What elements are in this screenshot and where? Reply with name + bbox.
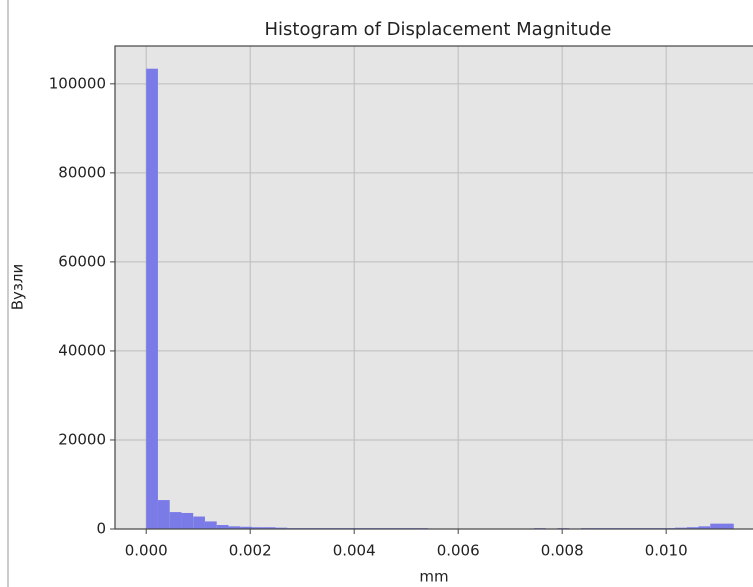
x-tick-label: 0.008 — [541, 542, 584, 560]
bar — [251, 527, 264, 529]
bar — [216, 524, 229, 529]
bar — [698, 526, 711, 529]
y-tick-label: 80000 — [58, 163, 106, 181]
bar — [146, 68, 158, 530]
y-axis-label: Вузли — [9, 264, 27, 310]
y-tick-label: 0 — [96, 520, 106, 538]
bar — [710, 523, 723, 529]
x-tick-label: 0.010 — [645, 542, 688, 560]
bar — [240, 526, 252, 529]
x-tick-label: 0.002 — [229, 542, 272, 560]
bar — [263, 527, 276, 529]
bar — [686, 527, 699, 529]
bar — [193, 516, 205, 529]
plot-frame — [114, 45, 753, 530]
bar — [181, 512, 194, 529]
plot-area — [115, 46, 753, 529]
bar — [157, 500, 170, 529]
y-tick-label: 60000 — [58, 252, 106, 270]
x-tick-label: 0.000 — [125, 542, 168, 560]
bar — [228, 526, 241, 529]
bar — [169, 512, 182, 529]
x-tick-label: 0.006 — [437, 542, 480, 560]
bar — [675, 527, 687, 529]
y-tick-label: 100000 — [49, 74, 106, 92]
y-tick-label: 20000 — [58, 430, 106, 448]
bar — [204, 521, 217, 529]
x-axis-label: mm — [419, 568, 448, 586]
chart-title: Histogram of Displacement Magnitude — [265, 19, 612, 40]
bar — [275, 527, 288, 529]
bar — [722, 523, 734, 529]
x-tick-label: 0.004 — [333, 542, 376, 560]
y-tick-label: 40000 — [58, 341, 106, 359]
